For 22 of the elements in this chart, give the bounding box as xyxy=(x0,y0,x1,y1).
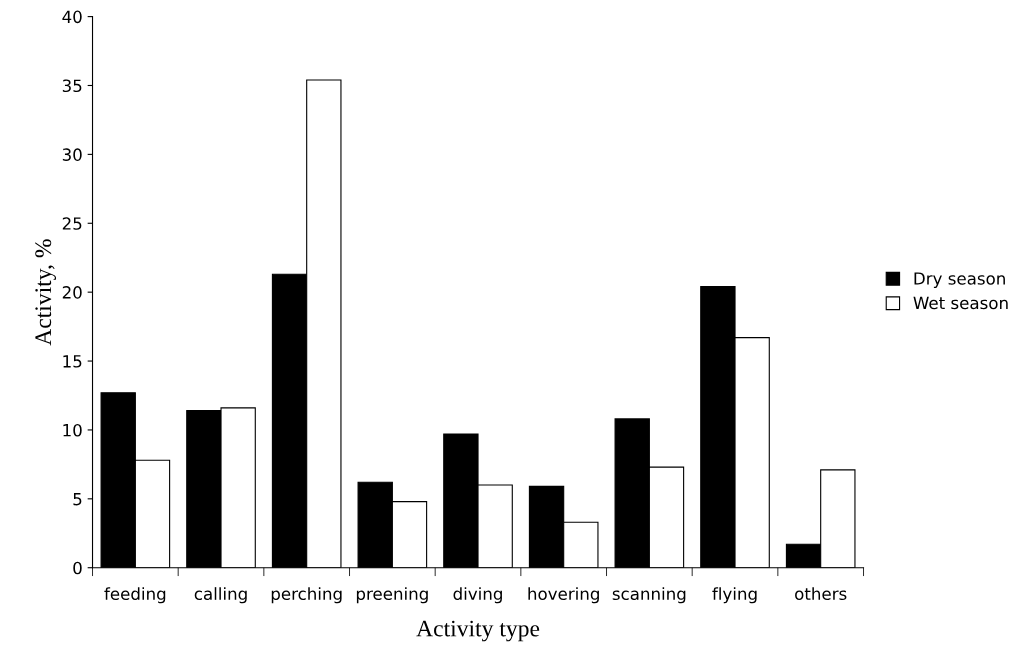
y-tick-label: 0 xyxy=(73,561,82,575)
x-tick-label: diving xyxy=(453,587,502,604)
x-tick-label: feeding xyxy=(104,587,166,604)
x-tick-label: calling xyxy=(194,587,247,604)
x-tick-label: others xyxy=(795,587,847,601)
y-tick-label: 35 xyxy=(62,79,82,93)
x-axis-title: Activity type xyxy=(416,620,540,642)
x-tick-label: perching xyxy=(271,587,342,604)
y-axis-title: Activity, % xyxy=(35,239,57,346)
y-tick-label: 5 xyxy=(73,493,82,506)
legend-label: Dry season xyxy=(914,272,1005,288)
x-tick-label: flying xyxy=(712,587,757,604)
x-tick-label: hovering xyxy=(528,587,599,604)
y-tick-label: 20 xyxy=(62,286,82,299)
y-tick-label: 25 xyxy=(62,217,82,230)
y-tick-label: 15 xyxy=(63,355,82,368)
y-tick-label: 40 xyxy=(62,10,82,24)
x-tick-label: scanning xyxy=(612,587,686,604)
x-tick-label: preening xyxy=(356,587,428,604)
y-tick-label: 30 xyxy=(62,148,82,161)
y-tick-label: 10 xyxy=(63,423,82,437)
legend-label: Wet season xyxy=(913,296,1008,310)
